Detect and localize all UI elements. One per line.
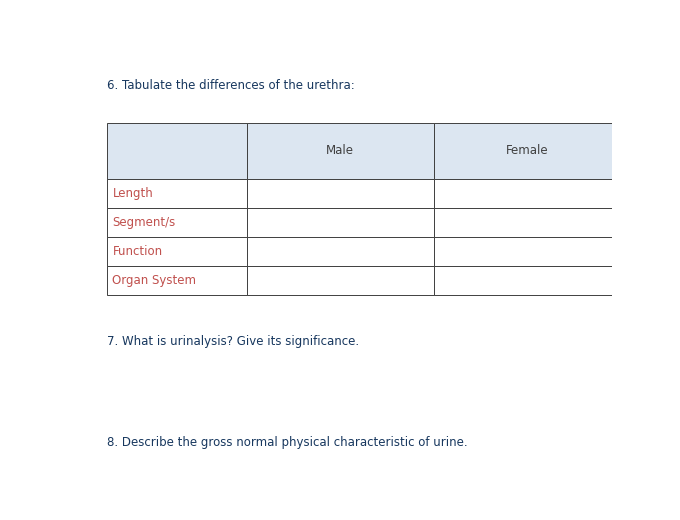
Text: Male: Male	[326, 145, 354, 158]
Bar	[107, 208, 247, 237]
Bar	[434, 266, 621, 295]
Bar	[247, 208, 434, 237]
Bar	[107, 237, 247, 266]
Bar	[247, 178, 434, 208]
Bar	[107, 178, 247, 208]
Bar	[434, 123, 621, 178]
Bar	[247, 266, 434, 295]
Bar	[434, 237, 621, 266]
Text: Organ System: Organ System	[112, 275, 197, 288]
Bar	[107, 266, 247, 295]
Bar	[247, 237, 434, 266]
Text: 6. Tabulate the differences of the urethra:: 6. Tabulate the differences of the ureth…	[107, 79, 355, 92]
Bar	[247, 123, 434, 178]
Text: Length: Length	[112, 187, 153, 200]
Bar	[434, 208, 621, 237]
Bar	[434, 178, 621, 208]
Text: 7. What is urinalysis? Give its significance.: 7. What is urinalysis? Give its signific…	[107, 335, 359, 348]
Bar	[107, 123, 247, 178]
Text: 8. Describe the gross normal physical characteristic of urine.: 8. Describe the gross normal physical ch…	[107, 436, 468, 449]
Text: Segment/s: Segment/s	[112, 216, 175, 229]
Text: Female: Female	[506, 145, 549, 158]
Text: Function: Function	[112, 245, 163, 258]
